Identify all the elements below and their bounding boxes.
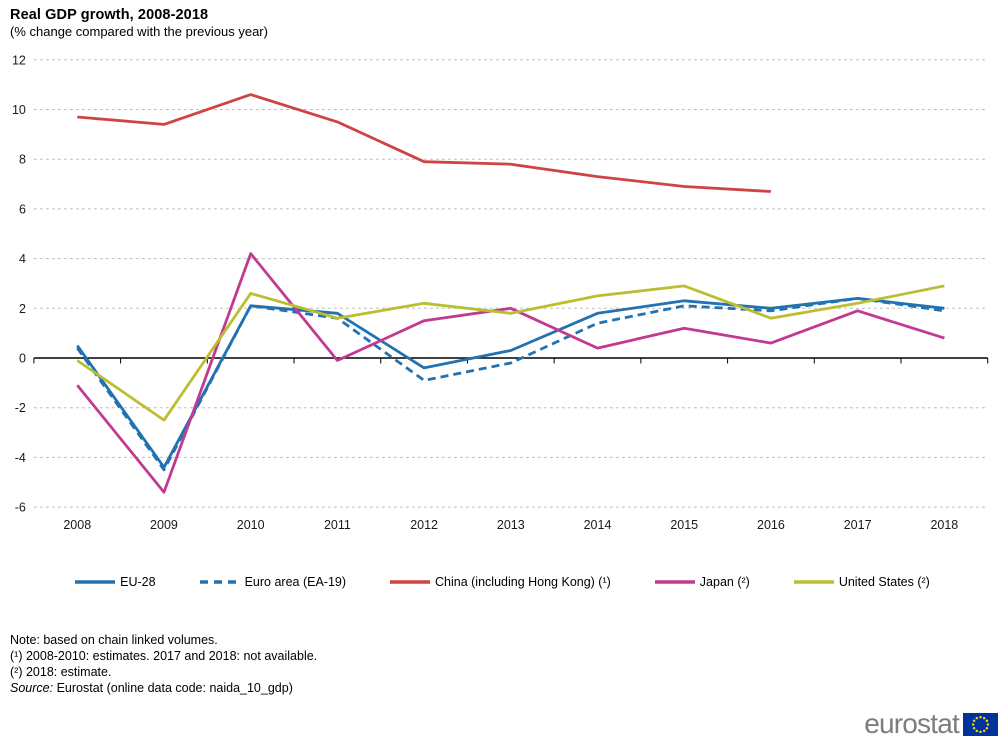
legend-item-eu-28: EU-28 <box>75 575 156 589</box>
eurostat-logo-text: eurostat <box>864 708 960 739</box>
chart-notes: Note: based on chain linked volumes. (¹)… <box>10 632 317 696</box>
chart-legend: EU-28 Euro area (EA-19) China (including H… <box>0 570 1005 594</box>
source-line: Source: Eurostat (online data code: naid… <box>10 680 317 696</box>
chart-subtitle: (% change compared with the previous yea… <box>10 24 268 39</box>
y-axis-label-0: 0 <box>19 352 26 366</box>
gdp-line-chart: -6 -4 -2 0 2 4 6 8 10 12 2008 2009 2010 2011 2012 2013 2… <box>12 53 989 532</box>
eu-flag-icon <box>963 712 998 736</box>
legend-label-japan: Japan (²) <box>699 575 750 589</box>
x-axis-label-2008: 2008 <box>63 518 91 532</box>
y-axis-label-4: 4 <box>19 252 26 266</box>
x-axis-label-2014: 2014 <box>584 518 612 532</box>
x-axis-label-2017: 2017 <box>844 518 872 532</box>
y-axis-label--6: -6 <box>15 501 26 515</box>
series-line-japan <box>76 252 945 494</box>
x-axis-label-2012: 2012 <box>410 518 438 532</box>
x-axis-label-2018: 2018 <box>930 518 958 532</box>
legend-item-united-states: United States (²) <box>793 575 930 589</box>
y-axis-label-10: 10 <box>12 103 26 117</box>
legend-swatch-japan <box>654 580 695 584</box>
legend-label-china-including-hong-kong: China (including Hong Kong) (¹) <box>435 575 611 589</box>
series-line-eu-28 <box>76 296 945 469</box>
x-axis-label-2011: 2011 <box>324 518 351 532</box>
series-line-united-states <box>76 284 945 422</box>
y-axis-label-12: 12 <box>12 53 26 67</box>
source-text: Eurostat (online data code: naida_10_gdp… <box>53 681 293 695</box>
series-line-euro-area-ea-19 <box>76 296 945 472</box>
y-axis-label--2: -2 <box>15 401 26 415</box>
legend-label-eu-28: EU-28 <box>120 575 156 589</box>
legend-item-china-including-hong-kong: China (including Hong Kong) (¹) <box>390 575 611 589</box>
x-axis-label-2013: 2013 <box>497 518 525 532</box>
x-axis-label-2016: 2016 <box>757 518 785 532</box>
y-axis-label-8: 8 <box>19 153 26 167</box>
footnote-2: (²) 2018: estimate. <box>10 665 112 679</box>
x-axis-label-2010: 2010 <box>237 518 265 532</box>
legend-swatch-united-states <box>793 580 834 584</box>
source-label: Source: <box>10 681 54 695</box>
legend-swatch-euro-area-ea-19 <box>199 580 240 584</box>
note-line: Note: based on chain linked volumes. <box>10 633 218 647</box>
series-line-china-including-hong-kong <box>77 93 771 193</box>
x-axis-label-2009: 2009 <box>150 518 178 532</box>
legend-item-japan: Japan (²) <box>654 575 750 589</box>
footnote-1: (¹) 2008-2010: estimates. 2017 and 2018:… <box>10 649 318 663</box>
y-axis-label-6: 6 <box>19 202 26 216</box>
x-axis-label-2015: 2015 <box>670 518 698 532</box>
chart-title: Real GDP growth, 2008-2018 <box>10 7 209 23</box>
legend-swatch-china-including-hong-kong <box>390 580 431 584</box>
legend-item-euro-area-ea-19: Euro area (EA-19) <box>199 575 347 589</box>
y-axis-label-2: 2 <box>19 302 26 316</box>
eurostat-logo: eurostat <box>864 710 998 738</box>
y-axis-label--4: -4 <box>15 451 26 465</box>
legend-label-euro-area-ea-19: Euro area (EA-19) <box>244 575 347 589</box>
legend-label-united-states: United States (²) <box>838 575 930 589</box>
legend-swatch-eu-28 <box>75 580 116 584</box>
